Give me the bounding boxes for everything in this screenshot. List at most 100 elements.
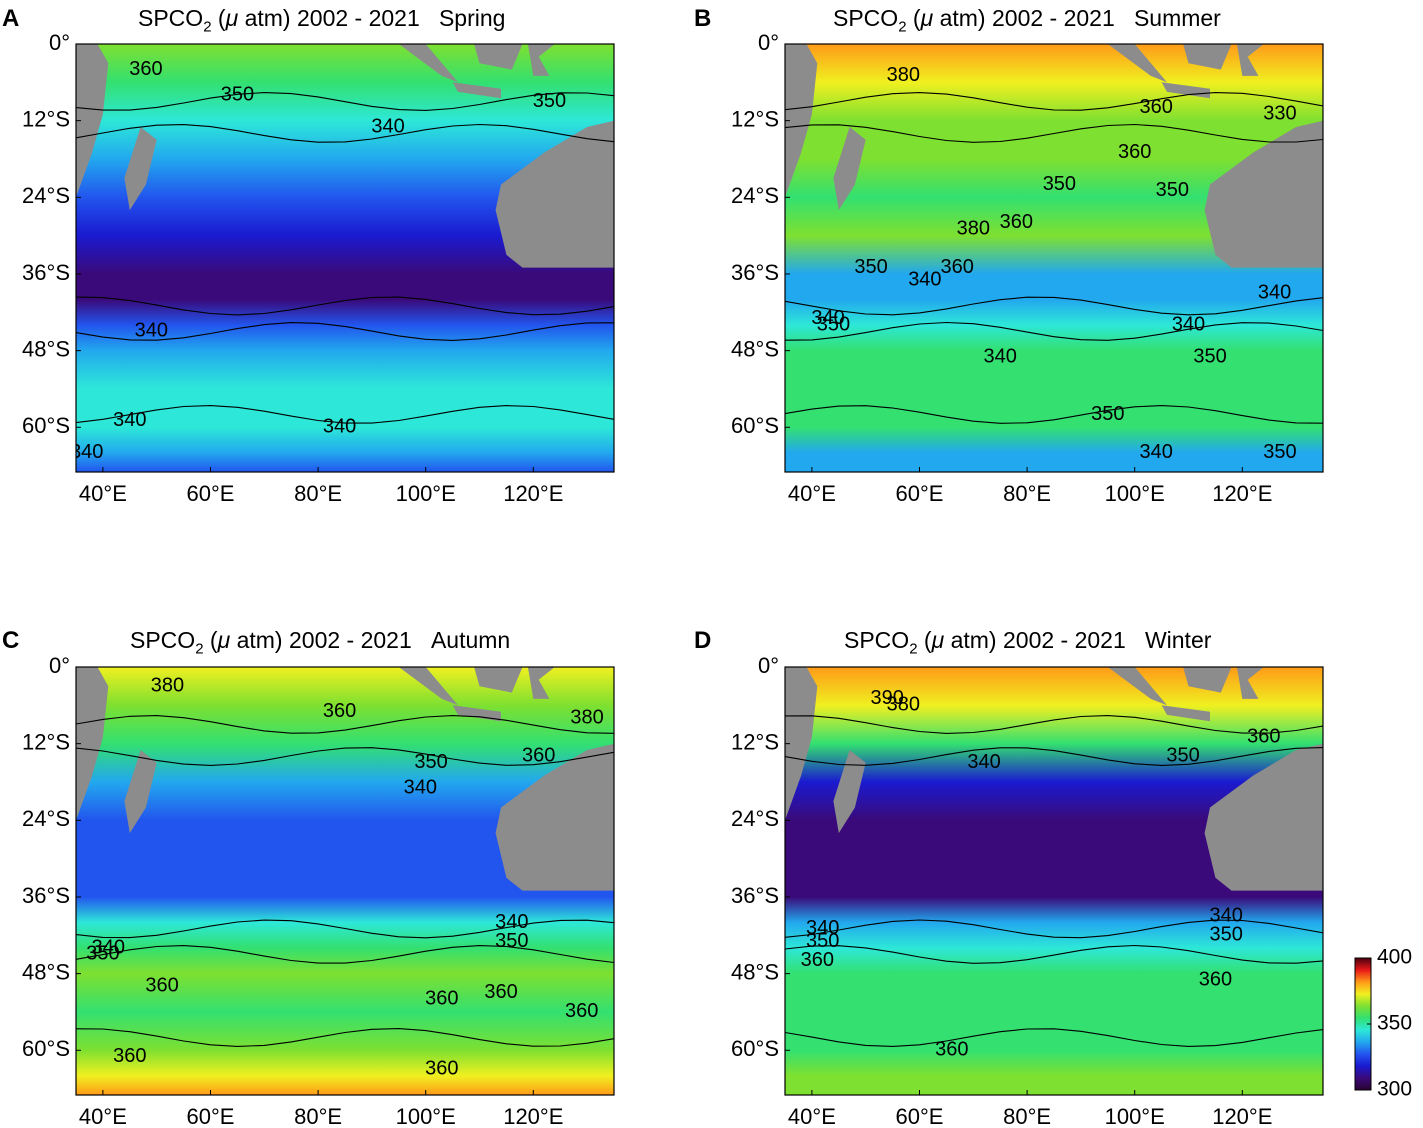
contour-label: 350 (221, 83, 254, 105)
sulawesi-land (527, 667, 555, 699)
africa-land (76, 667, 109, 821)
contour-label: 360 (801, 949, 834, 971)
chart-title-c: SPCO2 (μ atm) 2002 - 2021 Autumn (130, 627, 511, 658)
contour-label: 340 (811, 307, 844, 329)
contour-label: 350 (533, 90, 566, 112)
sumatra-land (1107, 44, 1167, 83)
java-land (1161, 705, 1210, 722)
contour-label: 340 (135, 320, 168, 342)
contour-label: 340 (70, 441, 103, 463)
contour-line (76, 92, 614, 111)
contour-label: 350 (1209, 924, 1242, 946)
y-tick-label: 24°S (22, 183, 70, 208)
madagascar-land (124, 127, 157, 211)
contour-label: 330 (1263, 103, 1296, 125)
contour-label: 360 (940, 256, 973, 278)
y-tick-label: 60°S (22, 413, 70, 438)
colorbar: 400 350 300 (1354, 946, 1412, 1101)
australia-land (1204, 743, 1323, 891)
contour-label: 340 (371, 115, 404, 137)
contour-label: 360 (323, 700, 356, 722)
contour-label: 350 (1091, 403, 1124, 425)
colorbar-tick-label: 400 (1377, 946, 1412, 969)
map-frame (75, 43, 615, 473)
season-label-d: Winter (1144, 627, 1212, 653)
y-tick-label: 24°S (731, 183, 779, 208)
contour-line (76, 945, 614, 964)
australia-land (1204, 120, 1323, 268)
contour-label: 360 (1118, 141, 1151, 163)
contour-label: 340 (1172, 313, 1205, 335)
x-tick-label: 80°E (294, 1104, 342, 1128)
y-tick-label: 12°S (22, 729, 70, 754)
contour-label: 350 (1263, 441, 1296, 463)
contour-label: 360 (425, 1058, 458, 1080)
africa-land (785, 667, 818, 821)
season-label-c: Autumn (430, 627, 511, 653)
contour-label: 360 (1140, 96, 1173, 118)
contour-line (76, 1028, 614, 1047)
madagascar-land (124, 750, 157, 834)
contour-label: 360 (1247, 726, 1280, 748)
contour-line (785, 123, 1323, 143)
australia-land (495, 120, 614, 268)
contour-label: 340 (92, 936, 125, 958)
contour-label: 340 (967, 751, 1000, 773)
season-label-b: Summer (1133, 5, 1221, 31)
y-tick-label: 48°S (731, 336, 779, 361)
y-tick-label: 24°S (22, 806, 70, 831)
borneo-land (474, 667, 523, 693)
contour-label: 340 (323, 416, 356, 438)
x-tick-label: 60°E (896, 481, 944, 506)
y-tick-label: 48°S (731, 959, 779, 984)
map-panel-a: 360 350 340 350 340 340 340 340 40°E 60°E 80°E 100°… (22, 30, 615, 506)
panel-letter-d: D (694, 627, 712, 654)
contour-line (785, 944, 1323, 964)
africa-land (785, 44, 818, 198)
contour-line (785, 919, 1323, 939)
panel-letter-a: A (2, 5, 20, 32)
x-tick-label: 60°E (187, 1104, 235, 1128)
x-tick-label: 120°E (503, 481, 563, 506)
y-tick-label: 36°S (731, 883, 779, 908)
y-tick-label: 12°S (22, 106, 70, 131)
x-tick-label: 40°E (788, 1104, 836, 1128)
x-tick-label: 120°E (1212, 481, 1272, 506)
contour-line (76, 715, 614, 734)
contour-line (785, 747, 1323, 766)
africa-land (76, 44, 109, 198)
y-tick-label: 36°S (22, 260, 70, 285)
sulawesi-land (1236, 44, 1264, 76)
contour-label: 360 (565, 1000, 598, 1022)
contour-label: 340 (404, 777, 437, 799)
y-tick-label: 36°S (731, 260, 779, 285)
contour-line (76, 123, 614, 143)
x-tick-label: 120°E (503, 1104, 563, 1128)
madagascar-land (833, 750, 866, 834)
contour-label: 380 (887, 694, 920, 716)
x-tick-label: 120°E (1212, 1104, 1272, 1128)
contour-label: 350 (1156, 179, 1189, 201)
x-tick-label: 100°E (396, 481, 456, 506)
sumatra-land (398, 667, 458, 706)
sulawesi-land (1236, 667, 1264, 699)
y-tick-label: 60°S (731, 413, 779, 438)
contour-label: 360 (935, 1039, 968, 1061)
panel-letter-b: B (694, 5, 712, 32)
contour-label: 350 (854, 256, 887, 278)
contour-label: 350 (1193, 345, 1226, 367)
contour-line (785, 321, 1323, 341)
java-land (452, 82, 501, 99)
x-tick-label: 80°E (1003, 481, 1051, 506)
madagascar-land (833, 127, 866, 211)
contour-label: 350 (1166, 745, 1199, 767)
sulawesi-land (527, 44, 555, 76)
contour-line (76, 296, 614, 316)
borneo-land (1183, 44, 1232, 70)
x-tick-label: 100°E (396, 1104, 456, 1128)
contour-label: 340 (984, 345, 1017, 367)
